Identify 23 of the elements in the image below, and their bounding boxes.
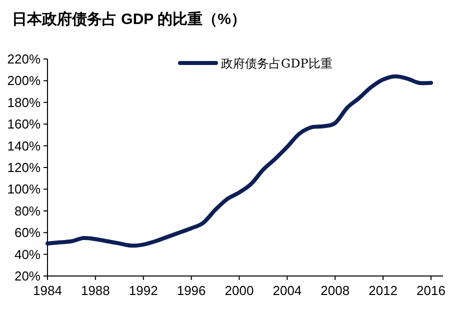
x-tick-label: 2000 bbox=[224, 283, 254, 298]
y-tick-label: 80% bbox=[14, 203, 41, 218]
y-tick-label: 100% bbox=[7, 182, 41, 197]
x-tick-label: 1992 bbox=[128, 283, 158, 298]
y-tick-label: 140% bbox=[7, 138, 41, 154]
y-tick-label: 220% bbox=[7, 52, 41, 66]
legend-label: 政府债务占GDP比重 bbox=[221, 56, 332, 70]
x-tick-label: 2016 bbox=[416, 283, 446, 298]
y-tick-label: 120% bbox=[7, 160, 41, 175]
x-tick-label: 2004 bbox=[272, 283, 302, 298]
y-tick-label: 200% bbox=[7, 73, 41, 88]
x-tick-label: 1984 bbox=[33, 283, 62, 298]
x-tick-label: 1988 bbox=[80, 283, 110, 298]
y-tick-label: 20% bbox=[14, 268, 41, 284]
y-tick-label: 180% bbox=[7, 94, 41, 110]
chart-title: 日本政府债务占 GDP 的比重（%） bbox=[12, 10, 246, 28]
x-tick-label: 2008 bbox=[320, 283, 350, 298]
y-tick-label: 60% bbox=[14, 225, 41, 240]
x-tick-label: 1996 bbox=[176, 283, 206, 298]
y-tick-label: 40% bbox=[14, 246, 41, 262]
y-tick-label: 160% bbox=[7, 116, 41, 132]
legend: 政府债务占GDP比重 bbox=[178, 56, 332, 70]
x-tick-label: 2012 bbox=[368, 283, 398, 298]
